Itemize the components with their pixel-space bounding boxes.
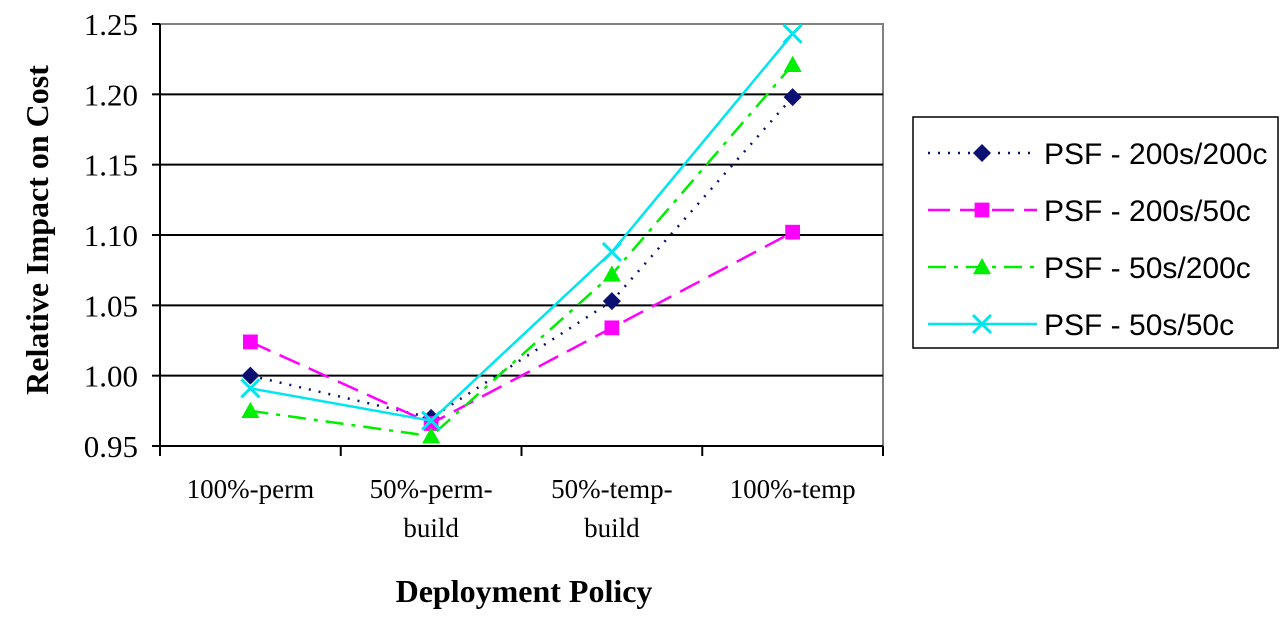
x-tick-label: 100%-temp [730,474,856,504]
axes [152,23,884,456]
x-tick-label: 50%-temp- [551,474,672,504]
data-point-marker [602,292,621,311]
y-tick-label: 0.95 [84,429,138,464]
legend-label: PSF - 200s/200c [1044,138,1267,171]
legend-item: PSF - 200s/200c [928,138,1267,171]
data-point-marker [604,320,620,336]
series-2 [242,224,801,431]
legend-label: PSF - 50s/200c [1044,252,1251,285]
x-tick-label: build [584,513,640,543]
series-line [250,63,794,438]
y-axis-title: Relative Impact on Cost [19,65,55,395]
gridlines [160,93,883,377]
series-line [250,33,794,423]
x-tick-labels: 100%-perm 50%-perm-build 50%-temp-build 100… [187,474,856,543]
legend-item: PSF - 50s/50c [928,309,1234,342]
x-axis-title: Deployment Policy [396,573,653,609]
data-point-marker [241,401,260,419]
data-point-marker [602,265,621,282]
legend-item: PSF - 50s/200c [928,252,1251,285]
data-point-marker [785,224,801,240]
series-group [240,23,803,444]
data-point-marker [783,55,802,72]
data-point-marker [971,313,993,335]
marker-stroke [421,410,442,431]
legend: PSF - 200s/200c PSF - 200s/50c PSF - 50s/2… [912,116,1279,349]
series-4 [240,23,803,431]
legend-box [912,116,1279,349]
data-point-marker [241,366,260,385]
marker-stroke [240,378,261,399]
y-tick-label: 1.20 [84,77,138,112]
data-point-marker [974,202,990,218]
legend-label: PSF - 50s/50c [1044,309,1234,342]
data-point-marker [782,23,803,44]
y-tick-label: 1.00 [84,359,138,394]
legend-item: PSF - 200s/50c [928,195,1251,228]
data-point-marker [783,88,802,107]
y-tick-label: 1.05 [84,288,138,323]
x-tick-label: 50%-perm- [370,474,493,504]
y-tick-label: 1.25 [84,7,138,42]
y-tick-labels: 0.95 1.00 1.05 1.10 1.15 1.20 1.25 [84,7,138,464]
series-3 [241,55,802,444]
y-tick-label: 1.15 [84,148,138,183]
data-point-marker [973,144,991,162]
data-point-marker [973,258,991,275]
series-line [249,231,794,425]
legend-label: PSF - 200s/50c [1044,195,1251,228]
marker-stroke [601,241,622,262]
data-point-marker [240,378,261,399]
x-tick-label: build [403,513,459,543]
marker-stroke [971,313,993,335]
data-point-marker [242,334,258,350]
marker-stroke [782,23,803,44]
y-tick-label: 1.10 [84,218,138,253]
data-point-marker [422,427,441,444]
x-tick-label: 100%-perm [187,474,314,504]
data-point-marker [421,410,442,431]
data-point-marker [601,241,622,262]
